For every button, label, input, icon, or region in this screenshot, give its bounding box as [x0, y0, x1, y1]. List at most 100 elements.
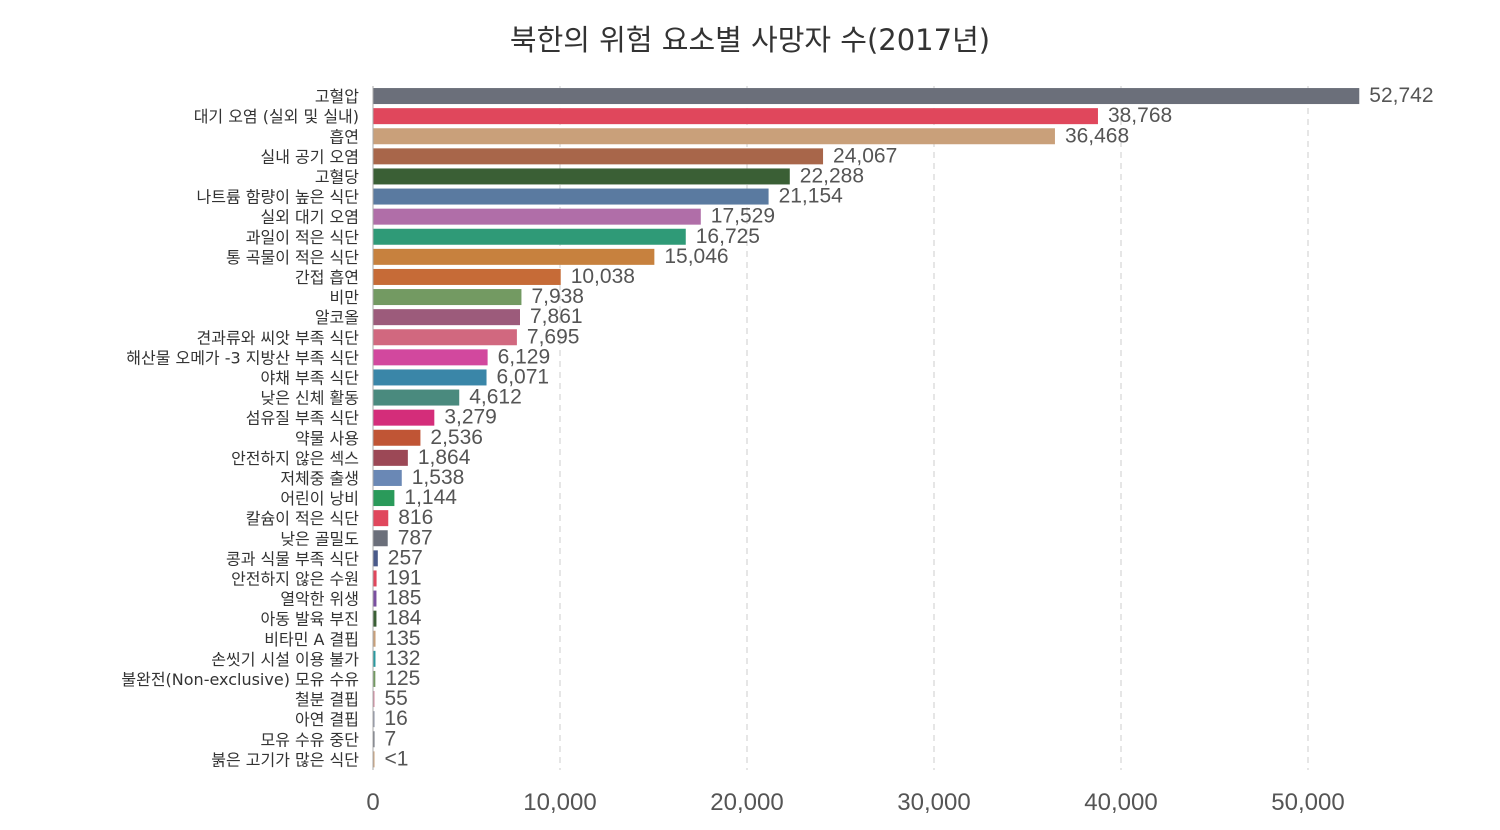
bar	[373, 349, 488, 366]
bar	[373, 490, 395, 507]
value-label: 21,154	[779, 185, 844, 208]
x-tick-label: 10,000	[523, 789, 596, 816]
bar	[373, 128, 1055, 145]
category-label: 낮은 골밀도	[280, 529, 359, 548]
bar	[373, 630, 376, 647]
x-tick-label: 40,000	[1084, 789, 1157, 816]
category-label: 흡연	[330, 127, 359, 146]
value-label: 15,046	[664, 245, 728, 268]
value-label: 787	[398, 526, 433, 549]
category-label: 안전하지 않은 수원	[231, 569, 359, 588]
value-label: 17,529	[711, 205, 775, 228]
value-label: 7,861	[530, 305, 583, 328]
x-axis-ticks: 0 10,000 20,000 30,000 40,000 50,000	[366, 789, 1344, 816]
bar	[373, 108, 1098, 125]
category-label: 비만	[330, 288, 360, 307]
value-label: 2,536	[430, 426, 483, 449]
category-label: 불완전(Non-exclusive) 모유 수유	[121, 670, 359, 689]
value-label: 16	[385, 707, 408, 730]
category-label: 견과류와 씨앗 부족 식단	[197, 328, 360, 347]
value-label: 52,742	[1369, 84, 1433, 107]
category-label: 어린이 낭비	[280, 489, 359, 508]
category-label: 섬유질 부족 식단	[246, 409, 359, 428]
category-label: 실내 공기 오염	[261, 147, 360, 166]
value-label: 10,038	[571, 265, 635, 288]
bar	[373, 550, 378, 567]
category-label: 나트륨 함량이 높은 식단	[197, 188, 360, 207]
value-label: 36,468	[1065, 124, 1129, 147]
value-label: 184	[386, 607, 421, 630]
bar	[373, 670, 376, 687]
bar	[373, 409, 435, 426]
value-label: 7,938	[531, 285, 584, 308]
x-tick-label: 20,000	[710, 789, 783, 816]
category-label: 낮은 신체 활동	[261, 389, 360, 408]
category-label: 대기 오염 (실외 및 실내)	[194, 107, 359, 126]
bar	[373, 610, 377, 627]
category-label: 간접 흡연	[295, 268, 359, 287]
bar	[373, 188, 769, 205]
value-label: 125	[385, 667, 420, 690]
bar	[373, 731, 375, 748]
bar	[373, 228, 686, 245]
category-label: 안전하지 않은 섹스	[231, 449, 359, 468]
value-label: 22,288	[800, 164, 864, 187]
value-label: 1,538	[412, 466, 465, 489]
category-label: 실외 대기 오염	[261, 208, 360, 227]
value-label: 24,067	[833, 144, 897, 167]
category-label: 약물 사용	[295, 429, 359, 448]
category-label: 아연 결핍	[295, 710, 359, 729]
category-label: 아동 발육 부진	[261, 610, 360, 629]
category-label: 모유 수유 중단	[261, 730, 360, 749]
bar	[373, 469, 402, 486]
category-label: 알코올	[315, 308, 359, 327]
bar	[373, 711, 375, 728]
value-label: 816	[398, 506, 433, 529]
value-label: 191	[387, 566, 422, 589]
x-tick-label: 30,000	[897, 789, 970, 816]
value-label: 185	[386, 587, 421, 610]
value-label: 38,768	[1108, 104, 1172, 127]
bar	[373, 691, 375, 708]
value-label: 55	[385, 687, 408, 710]
category-label: 저체중 출생	[280, 469, 359, 488]
bar	[373, 650, 376, 667]
category-label: 철분 결핍	[295, 690, 359, 709]
bars	[373, 88, 1360, 768]
bar	[373, 590, 377, 607]
value-label: 6,129	[498, 345, 551, 368]
value-label: 16,725	[696, 225, 760, 248]
category-label: 해산물 오메가 -3 지방산 부족 식단	[126, 348, 359, 367]
category-label: 비타민 A 결핍	[264, 630, 359, 649]
chart-title: 북한의 위험 요소별 사망자 수(2017년)	[510, 23, 990, 57]
bar	[373, 329, 517, 346]
category-label: 고혈당	[315, 167, 359, 186]
value-label: 6,071	[497, 365, 550, 388]
bar	[373, 530, 388, 547]
category-label: 고혈압	[315, 87, 359, 106]
value-label: 132	[385, 647, 420, 670]
value-label: 7,695	[527, 325, 580, 348]
value-label: 7	[385, 727, 397, 750]
bar	[373, 449, 408, 466]
value-label: 4,612	[469, 386, 522, 409]
category-label: 붉은 고기가 많은 식단	[211, 750, 359, 769]
value-label: 135	[386, 627, 421, 650]
value-label: 257	[388, 546, 423, 569]
category-label: 칼슘이 적은 식단	[246, 509, 359, 528]
bar	[373, 309, 521, 326]
bar	[373, 369, 487, 386]
x-tick-label: 50,000	[1271, 789, 1344, 816]
value-label: <1	[385, 747, 409, 770]
category-label: 손씻기 시설 이용 불가	[211, 650, 359, 669]
bar	[373, 389, 460, 406]
value-label: 1,864	[418, 446, 471, 469]
value-label: 1,144	[404, 486, 457, 509]
bar	[373, 289, 522, 306]
category-label: 과일이 적은 식단	[246, 228, 359, 247]
bar	[373, 168, 790, 185]
bar	[373, 751, 375, 768]
category-label: 통 곡물이 적은 식단	[226, 248, 359, 267]
